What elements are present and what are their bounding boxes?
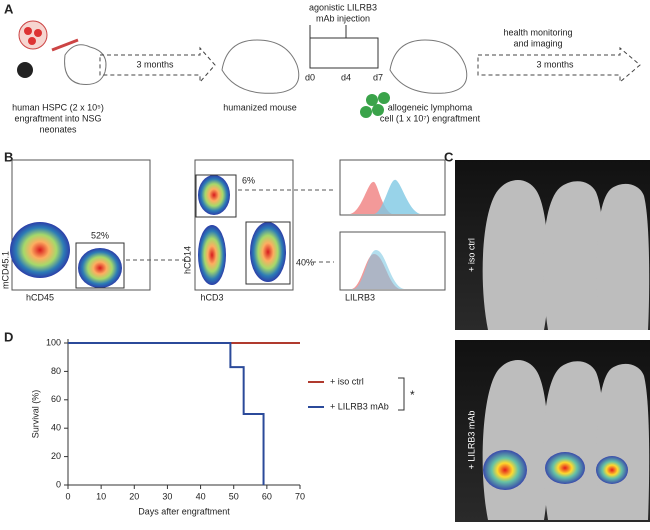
y-tick-label: 40 bbox=[51, 423, 61, 433]
gate bbox=[245, 221, 291, 285]
histogram bbox=[339, 231, 446, 291]
x-tick-label: 40 bbox=[196, 491, 206, 501]
mouse bbox=[221, 39, 300, 94]
hist-iso bbox=[350, 181, 392, 214]
y-tick-label: 60 bbox=[51, 394, 61, 404]
axis-label: LILRB3 bbox=[345, 292, 375, 302]
histogram bbox=[339, 159, 446, 216]
neonate-mouse bbox=[64, 44, 107, 85]
arrow-label: 3 months bbox=[136, 59, 174, 69]
image-label: + LILRB3 mAb bbox=[466, 411, 476, 470]
caption: engraftment into NSG bbox=[14, 113, 101, 123]
panel-label: B bbox=[4, 149, 13, 164]
x-tick-label: 20 bbox=[129, 491, 139, 501]
cell bbox=[28, 37, 36, 45]
caption: humanized mouse bbox=[223, 102, 297, 112]
gate bbox=[195, 174, 237, 218]
x-axis-label: Days after engraftment bbox=[138, 506, 230, 516]
x-tick-label: 60 bbox=[262, 491, 272, 501]
connector bbox=[238, 189, 334, 263]
y-tick-label: 100 bbox=[46, 337, 61, 347]
x-tick-label: 50 bbox=[229, 491, 239, 501]
image-label: + iso ctrl bbox=[466, 238, 476, 272]
caption: neonates bbox=[39, 124, 77, 134]
mouse bbox=[389, 39, 468, 94]
caption: allogeneic lymphoma bbox=[388, 102, 473, 112]
axis-label: hCD45 bbox=[26, 292, 54, 302]
caption: agonistic LILRB3 bbox=[309, 2, 377, 12]
signal bbox=[483, 450, 527, 490]
caption: and imaging bbox=[513, 38, 562, 48]
flow-plot bbox=[194, 159, 294, 291]
survival-chart: 0 10 20 30 40 50 60 70 0 20 40 60 80 100 Days after en… bbox=[30, 337, 388, 516]
axis-label: hCD3 bbox=[200, 292, 223, 302]
hist-mab bbox=[374, 179, 420, 214]
panel-label: D bbox=[4, 329, 13, 344]
x-tick-label: 10 bbox=[96, 491, 106, 501]
population bbox=[250, 222, 286, 282]
arrow bbox=[477, 46, 641, 84]
axis-label: hCD14 bbox=[182, 246, 192, 274]
significance: * bbox=[410, 388, 415, 402]
cell bbox=[24, 27, 32, 35]
flow-plot bbox=[11, 159, 151, 291]
population bbox=[10, 222, 70, 278]
caption: human HSPC (2 x 10⁵) bbox=[12, 102, 104, 112]
lymphoma-cells bbox=[360, 92, 390, 118]
arrow bbox=[99, 46, 216, 84]
caption: mAb injection bbox=[316, 13, 370, 23]
y-tick-label: 80 bbox=[51, 366, 61, 376]
arrow-label: 3 months bbox=[536, 59, 574, 69]
population bbox=[78, 248, 122, 288]
population bbox=[198, 225, 226, 285]
axis-label: mCD45.1 bbox=[0, 251, 10, 289]
day-label: d4 bbox=[341, 72, 351, 82]
legend-label: + iso ctrl bbox=[330, 376, 364, 386]
bracket bbox=[398, 377, 405, 411]
population bbox=[198, 175, 230, 215]
x-tick-label: 0 bbox=[65, 491, 70, 501]
hist-mab bbox=[354, 250, 404, 289]
x-tick-label: 70 bbox=[295, 491, 305, 501]
syringe bbox=[51, 38, 79, 52]
y-axis-label: Survival (%) bbox=[30, 390, 40, 439]
cell bbox=[34, 29, 42, 37]
injection-arrows bbox=[309, 25, 347, 38]
caption: cell (1 x 10⁷) engraftment bbox=[380, 113, 481, 123]
signal bbox=[596, 456, 628, 484]
gate bbox=[75, 242, 125, 289]
gate-label: 40% bbox=[296, 257, 314, 267]
panel-label: C bbox=[444, 149, 454, 164]
radiation-icon bbox=[17, 62, 33, 78]
caption: health monitoring bbox=[503, 27, 572, 37]
x-tick-label: 30 bbox=[162, 491, 172, 501]
day-label: d0 bbox=[305, 72, 315, 82]
panel-label: A bbox=[4, 1, 14, 16]
timeline bbox=[309, 37, 379, 69]
gate-label: 6% bbox=[242, 175, 255, 185]
legend-label: + LILRB3 mAb bbox=[330, 401, 389, 411]
y-tick-label: 20 bbox=[51, 451, 61, 461]
y-tick-label: 0 bbox=[56, 479, 61, 489]
survival-curve bbox=[68, 342, 265, 485]
day-label: d7 bbox=[373, 72, 383, 82]
signal bbox=[545, 452, 585, 484]
gate-label: 52% bbox=[91, 230, 109, 240]
